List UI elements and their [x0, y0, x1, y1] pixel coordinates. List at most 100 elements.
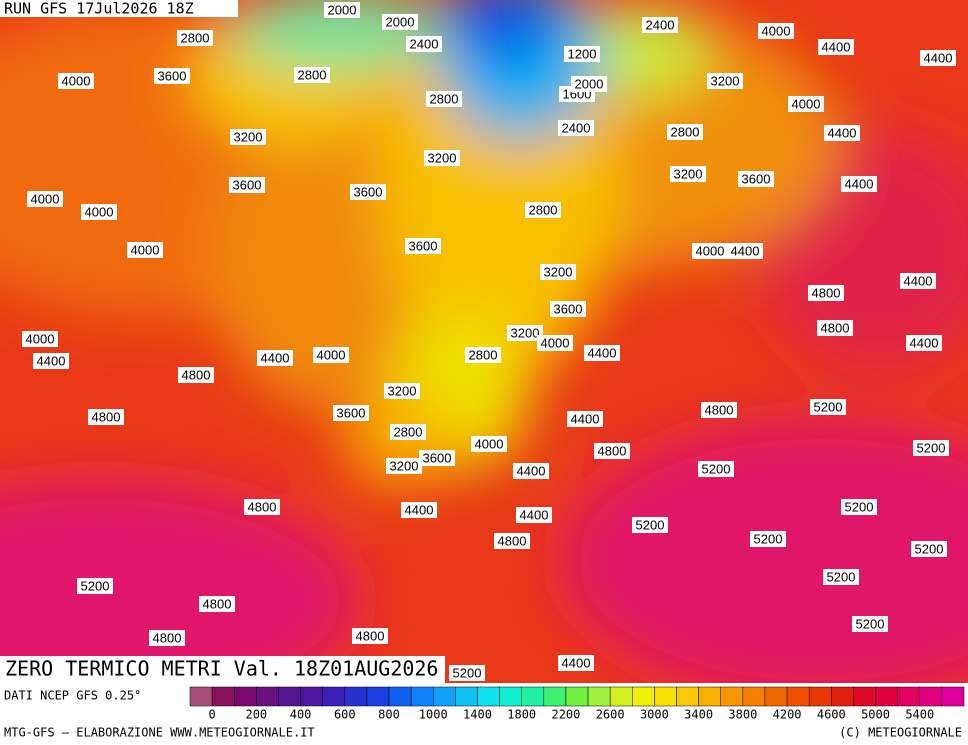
- title-box: [0, 656, 445, 683]
- label-text: 4800: [812, 285, 841, 300]
- label-text: 3200: [511, 325, 540, 340]
- label-box: [154, 68, 190, 84]
- contour-label: 2800: [294, 67, 330, 83]
- contour-label: 3600: [333, 405, 369, 421]
- label-box: [406, 36, 442, 52]
- colorbar-swatch: [477, 686, 500, 707]
- label-text: 3200: [388, 383, 417, 398]
- label-text: 5200: [453, 665, 482, 680]
- contour-label: 2400: [558, 120, 594, 136]
- label-box: [758, 23, 794, 39]
- colorbar-swatch: [764, 686, 788, 707]
- colorbar-label: 200: [245, 708, 267, 722]
- label-box: [584, 345, 620, 361]
- colorbar-swatch: [632, 686, 655, 707]
- label-text: 4800: [498, 533, 527, 548]
- label-box: [852, 616, 888, 632]
- contour-label: 4400: [727, 243, 763, 259]
- label-text: 4400: [588, 345, 617, 360]
- contour-label: 4400: [824, 125, 860, 141]
- label-box: [494, 533, 530, 549]
- label-text: 3600: [742, 171, 771, 186]
- label-text: 3600: [233, 177, 262, 192]
- colorbar-label: 1000: [419, 708, 448, 722]
- label-box: [698, 461, 734, 477]
- source: DATI NCEP GFS 0.25°: [4, 689, 141, 703]
- label-box: [738, 171, 774, 187]
- label-text: 4400: [904, 273, 933, 288]
- label-box: [701, 402, 737, 418]
- label-box: [727, 243, 763, 259]
- contour-label: 4400: [257, 350, 293, 366]
- label-box: [384, 383, 420, 399]
- label-box: [178, 367, 214, 383]
- contour-label: 3600: [419, 450, 455, 466]
- contour-label: 4000: [758, 23, 794, 39]
- label-box: [906, 335, 942, 351]
- label-text: 5200: [917, 440, 946, 455]
- label-box: [788, 96, 824, 112]
- label-text: 3600: [423, 450, 452, 465]
- contour-label: 3200: [386, 458, 422, 474]
- colorbar-swatch: [808, 686, 832, 707]
- label-text: 4000: [541, 335, 570, 350]
- colorbar-label: 3400: [684, 708, 713, 722]
- label-text: 5200: [636, 517, 665, 532]
- label-box: [294, 67, 330, 83]
- colorbar-label: 800: [378, 708, 400, 722]
- contour-label: 4400: [900, 273, 936, 289]
- contour-label: 5200: [810, 399, 846, 415]
- contour-label: 4000: [537, 335, 573, 351]
- contour-label: 2000: [571, 76, 607, 92]
- contour-label: 4000: [127, 242, 163, 258]
- contour-label: 4800: [199, 596, 235, 612]
- colorbar-swatch: [233, 686, 257, 707]
- label-text: 5200: [754, 531, 783, 546]
- contour-label: 3200: [424, 150, 460, 166]
- label-text: 5200: [814, 399, 843, 414]
- colorbar-swatch: [433, 686, 456, 707]
- label-box: [229, 177, 265, 193]
- colorbar-swatch: [499, 686, 522, 707]
- colorbar-swatch: [278, 686, 301, 707]
- contour-label: 4000: [81, 204, 117, 220]
- label-box: [77, 578, 113, 594]
- colorbar-swatch: [455, 686, 478, 707]
- colorbar-label: 1800: [507, 708, 536, 722]
- contour-label: 4400: [401, 502, 437, 518]
- label-text: 5200: [702, 461, 731, 476]
- colorbar-swatch: [521, 686, 545, 707]
- label-box: [550, 301, 586, 317]
- label-text: 4000: [131, 242, 160, 257]
- label-text: 4400: [910, 335, 939, 350]
- label-text: 2800: [529, 202, 558, 217]
- contour-label: 3600: [738, 171, 774, 187]
- label-box: [449, 665, 485, 681]
- label-text: 4800: [182, 367, 211, 382]
- contour-label: 4000: [788, 96, 824, 112]
- colorbar-swatch: [189, 686, 213, 707]
- label-box: [808, 285, 844, 301]
- contour-label: 4800: [178, 367, 214, 383]
- contour-label: 4000: [313, 347, 349, 363]
- label-text: 2800: [430, 91, 459, 106]
- label-text: 4400: [571, 411, 600, 426]
- label-box: [537, 335, 573, 351]
- label-text: 2000: [575, 76, 604, 91]
- contour-label: 3600: [229, 177, 265, 193]
- label-text: 2800: [181, 30, 210, 45]
- colorbar-swatch: [344, 686, 368, 707]
- contour-label: 4800: [88, 409, 124, 425]
- label-box: [841, 176, 877, 192]
- contour-label: 2800: [426, 91, 462, 107]
- label-text: 5200: [827, 569, 856, 584]
- label-text: 2400: [410, 36, 439, 51]
- label-text: 4400: [562, 655, 591, 670]
- label-box: [911, 541, 947, 557]
- label-text: 2800: [671, 124, 700, 139]
- colorbar-swatch: [322, 686, 346, 707]
- label-text: 2400: [562, 120, 591, 135]
- contour-label: 5200: [913, 440, 949, 456]
- colorbar-swatch: [654, 686, 677, 707]
- label-box: [692, 243, 728, 259]
